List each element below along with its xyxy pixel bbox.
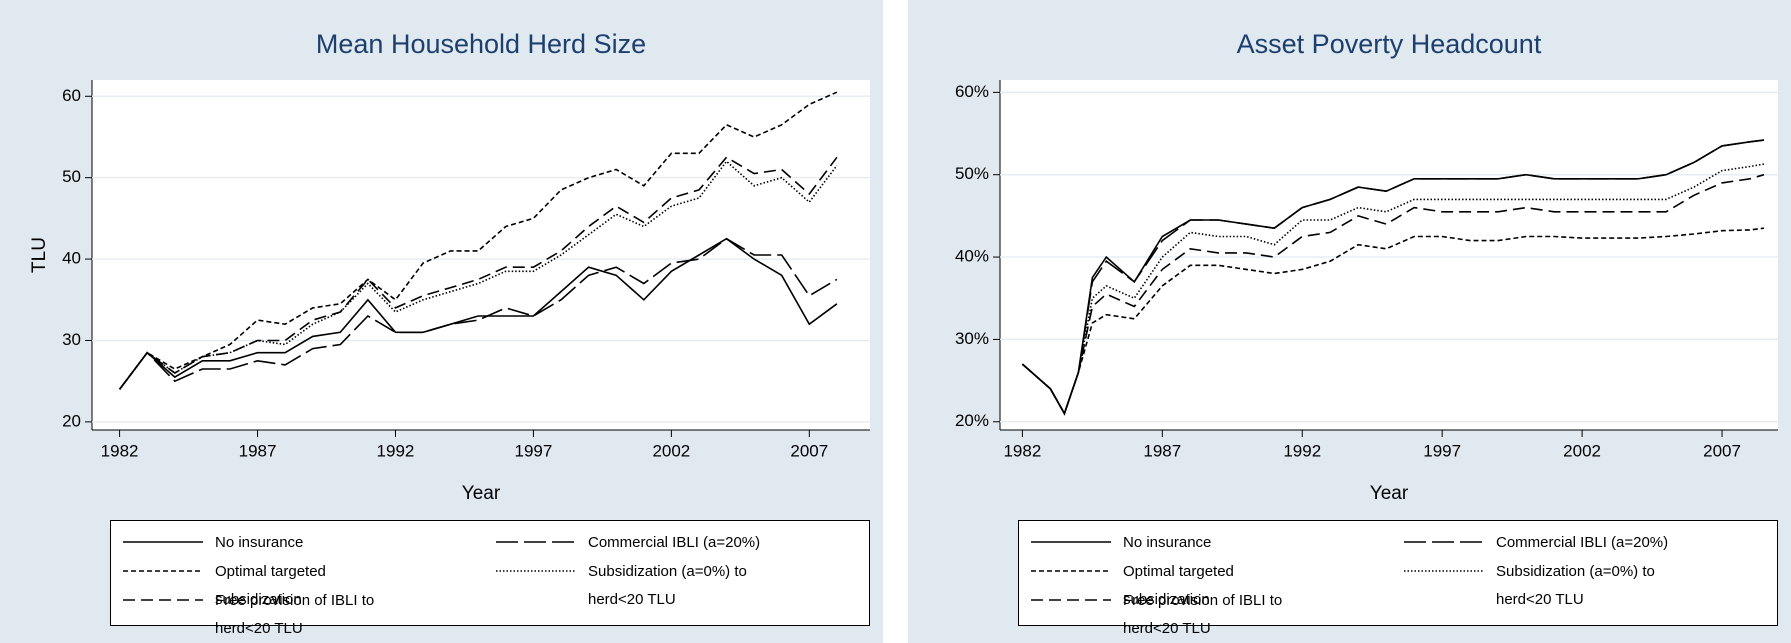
x-tick-label: 1997 bbox=[1423, 441, 1461, 460]
legend-label: Subsidization (a=0%) to herd<20 TLU bbox=[588, 563, 747, 608]
series-line bbox=[118, 91, 838, 390]
series-line bbox=[118, 160, 838, 390]
legend-item: Free provision of IBLI to herd<20 TLU bbox=[123, 592, 415, 643]
series-line bbox=[1021, 139, 1765, 416]
legend-item: Commercial IBLI (a=20%) bbox=[496, 534, 768, 557]
legend-label: Commercial IBLI (a=20%) bbox=[588, 534, 761, 551]
series-line bbox=[1021, 163, 1765, 416]
legend-swatch bbox=[123, 570, 203, 572]
legend-item: Free provision of IBLI to herd<20 TLU bbox=[1031, 592, 1323, 643]
legend-item: No insurance bbox=[123, 534, 415, 557]
legend-swatch bbox=[496, 541, 576, 543]
y-tick-label: 20 bbox=[62, 411, 81, 430]
x-axis-title: Year bbox=[1370, 483, 1409, 504]
x-tick-label: 2002 bbox=[1563, 441, 1601, 460]
legend-label: Commercial IBLI (a=20%) bbox=[1496, 534, 1669, 551]
plot-area bbox=[1000, 80, 1778, 430]
series-line bbox=[1021, 227, 1765, 416]
legend-item: No insurance bbox=[1031, 534, 1323, 557]
y-tick-label: 50% bbox=[955, 164, 989, 183]
x-tick-label: 1987 bbox=[1143, 441, 1181, 460]
y-tick-label: 40% bbox=[955, 247, 989, 266]
y-tick-label: 60 bbox=[62, 86, 81, 105]
legend-label: Free provision of IBLI to herd<20 TLU bbox=[1123, 592, 1283, 637]
y-tick-label: 30% bbox=[955, 329, 989, 348]
legend-swatch bbox=[1031, 541, 1111, 543]
x-tick-label: 1982 bbox=[101, 441, 139, 460]
x-tick-label: 1997 bbox=[515, 441, 553, 460]
chart-title: Asset Poverty Headcount bbox=[1237, 29, 1542, 59]
x-tick-label: 1982 bbox=[1003, 441, 1041, 460]
chart-panel: Mean Household Herd Size Year TLU 20 30 40 50 6… bbox=[0, 0, 883, 643]
legend-swatch bbox=[1031, 570, 1111, 572]
legend-item: Subsidization (a=0%) to herd<20 TLU bbox=[496, 563, 768, 614]
legend: No insurance Commercial IBLI (a=20%) Optim… bbox=[110, 520, 870, 637]
legend-label: Free provision of IBLI to herd<20 TLU bbox=[215, 592, 375, 637]
series-line bbox=[118, 156, 838, 390]
series-line bbox=[118, 237, 838, 390]
y-tick-label: 50 bbox=[62, 167, 81, 186]
legend: No insurance Commercial IBLI (a=20%) Optim… bbox=[1018, 520, 1778, 637]
series-line bbox=[1021, 173, 1765, 416]
legend-item: Optimal targeted subsidization bbox=[1031, 563, 1323, 614]
x-axis-title: Year bbox=[462, 483, 501, 504]
x-tick-label: 2007 bbox=[790, 441, 828, 460]
legend-label: Optimal targeted subsidization bbox=[1123, 563, 1234, 608]
x-tick-label: 1987 bbox=[239, 441, 277, 460]
y-tick-label: 30 bbox=[62, 330, 81, 349]
legend-swatch bbox=[123, 541, 203, 543]
chart: Mean Household Herd Size Year TLU 20 30 40 50 6… bbox=[29, 29, 870, 504]
y-tick-label: 40 bbox=[62, 249, 81, 268]
chart-title: Mean Household Herd Size bbox=[316, 29, 646, 59]
legend-label: Subsidization (a=0%) to herd<20 TLU bbox=[1496, 563, 1655, 608]
series-line bbox=[118, 237, 838, 390]
legend-label: No insurance bbox=[215, 534, 304, 551]
legend-item: Optimal targeted subsidization bbox=[123, 563, 415, 614]
y-tick-label: 20% bbox=[955, 411, 989, 430]
legend-label: No insurance bbox=[1123, 534, 1212, 551]
x-tick-label: 1992 bbox=[1283, 441, 1321, 460]
legend-label: Optimal targeted subsidization bbox=[215, 563, 326, 608]
x-tick-label: 2007 bbox=[1703, 441, 1741, 460]
chart: Asset Poverty Headcount Year 20% 30% 40% 50% 6… bbox=[955, 29, 1778, 504]
x-tick-label: 2002 bbox=[652, 441, 690, 460]
legend-item: Subsidization (a=0%) to herd<20 TLU bbox=[1404, 563, 1676, 614]
legend-swatch bbox=[496, 570, 576, 572]
x-tick-label: 1992 bbox=[377, 441, 415, 460]
y-axis-title: TLU bbox=[29, 237, 50, 273]
legend-swatch bbox=[1404, 570, 1484, 572]
chart-panel: Asset Poverty Headcount Year 20% 30% 40% 50% 6… bbox=[908, 0, 1791, 643]
y-tick-label: 60% bbox=[955, 82, 989, 101]
legend-item: Commercial IBLI (a=20%) bbox=[1404, 534, 1676, 557]
legend-swatch bbox=[1031, 599, 1111, 601]
legend-swatch bbox=[123, 599, 203, 601]
legend-swatch bbox=[1404, 541, 1484, 543]
plot-area bbox=[92, 80, 870, 430]
